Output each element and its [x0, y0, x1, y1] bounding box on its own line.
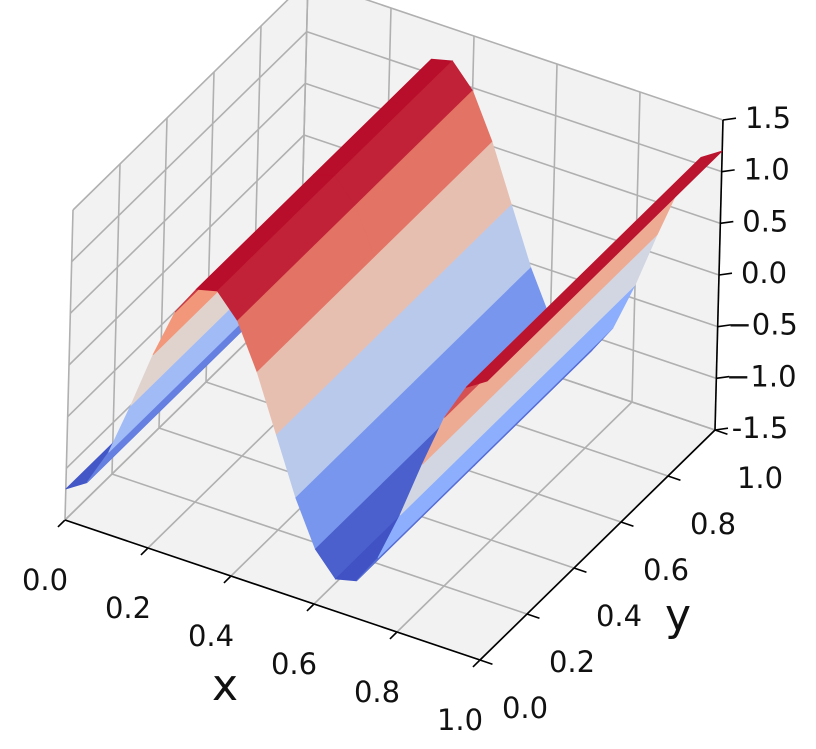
y-tick: [573, 567, 587, 573]
surface-patch: [465, 265, 605, 388]
z-tick-label: −1.0: [726, 359, 796, 393]
grid-line: [396, 401, 633, 633]
z-tick-label: −0.5: [727, 308, 797, 342]
y-tick-label: 1.0: [737, 461, 783, 495]
y-tick-label: 0.6: [643, 553, 689, 587]
z-tick-label: 1.5: [745, 101, 791, 135]
x-tick: [140, 547, 149, 556]
x-tick: [57, 519, 66, 528]
x-tick: [389, 631, 398, 640]
y-axis-label: y: [665, 590, 691, 641]
grid-line: [305, 82, 721, 225]
y-tick: [620, 521, 634, 527]
grid-line: [71, 31, 308, 263]
z-tick-label: 0.0: [741, 256, 787, 290]
x-tick-label: 0.4: [188, 619, 234, 653]
z-tick: [720, 220, 734, 225]
x-tick-label: 1.0: [437, 703, 483, 737]
z-tick-label: -1.5: [732, 411, 789, 445]
grid-line: [72, 0, 289, 211]
y-tick: [667, 475, 681, 481]
x-axis: [64, 519, 481, 661]
z-tick: [714, 427, 729, 431]
y-tick-label: 0.8: [690, 507, 736, 541]
y-axis: [479, 429, 716, 661]
x-tick-label: 0.2: [105, 591, 151, 625]
x-axis-label: x: [212, 660, 238, 711]
y-tick: [526, 613, 540, 619]
y-tick-label: 0.4: [596, 599, 642, 633]
y-tick: [714, 429, 728, 435]
z-tick: [718, 272, 733, 276]
y-tick: [479, 659, 493, 665]
z-tick: [722, 117, 737, 121]
x-tick: [306, 603, 315, 612]
x-tick: [472, 659, 481, 668]
z-tick-label: 1.0: [744, 153, 790, 187]
z-tick-label: 0.5: [742, 204, 788, 238]
grid-line: [68, 134, 305, 366]
x-tick: [223, 575, 232, 584]
grid-line: [306, 30, 722, 173]
y-tick-label: 0.0: [502, 691, 548, 725]
z-tick: [716, 375, 730, 380]
z-axis: [714, 119, 724, 431]
x-tick-label: 0.8: [354, 675, 400, 709]
x-tick-label: 0.6: [271, 647, 317, 681]
z-tick: [721, 169, 735, 173]
grid-line: [364, 0, 724, 121]
grid-line: [69, 82, 306, 314]
y-tick-label: 0.2: [549, 645, 595, 679]
x-tick-label: 0.0: [22, 563, 68, 597]
z-tick: [717, 324, 731, 328]
